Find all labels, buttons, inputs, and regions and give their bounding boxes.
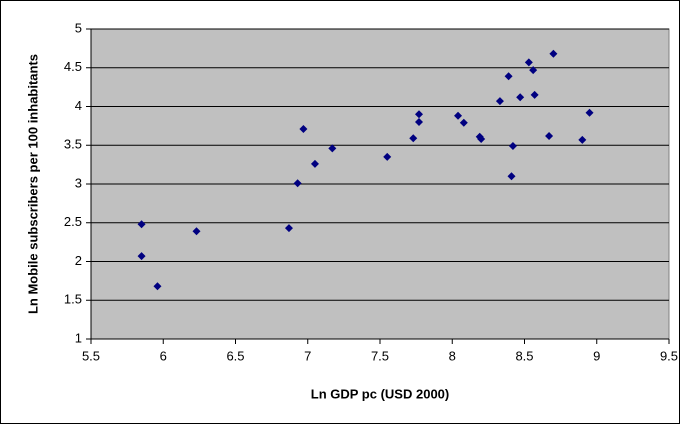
y-tick-label: 2 [75,253,82,268]
point [409,134,418,143]
point [454,111,463,120]
point [328,144,337,153]
x-axis-label: Ln GDP pc (USD 2000) [311,386,449,401]
y-tick-label: 3.5 [64,137,82,152]
point [524,58,533,67]
point [415,118,424,126]
x-tick-label: 6.5 [226,348,244,363]
y-tick-label: 5 [75,20,82,35]
y-tick-label: 3 [75,175,82,190]
x-tick-label: 8 [449,348,456,363]
point [137,252,146,261]
point [545,131,554,140]
point [293,179,302,188]
point [578,135,587,144]
point [284,224,293,233]
y-tick-label: 2.5 [64,214,82,229]
point [585,108,594,117]
y-axis-label: Ln Mobile subscribers per 100 inhabitant… [25,54,40,314]
x-tick-label: 8.5 [515,348,533,363]
point [310,159,319,168]
point [459,118,468,127]
point [516,93,525,102]
x-tick-label: 9.5 [660,348,678,363]
point [299,124,308,133]
y-tick-label: 4.5 [64,59,82,74]
point [529,66,538,75]
point [383,152,392,161]
x-tick-label: 9 [593,348,600,363]
x-tick-label: 7.5 [371,348,389,363]
point [507,172,516,181]
point [549,49,558,58]
y-tick-label: 4 [75,98,82,113]
point [192,227,201,236]
x-tick-label: 7 [304,348,311,363]
point [137,220,146,229]
y-tick-label: 1.5 [64,292,82,307]
point [495,97,504,106]
point [477,135,486,144]
y-tick-label: 1 [75,330,82,345]
point [530,90,539,99]
point [504,72,513,81]
point [153,282,162,291]
point [415,110,424,119]
x-tick-label: 6 [160,348,167,363]
x-tick-label: 5.5 [82,348,100,363]
point [508,142,517,151]
